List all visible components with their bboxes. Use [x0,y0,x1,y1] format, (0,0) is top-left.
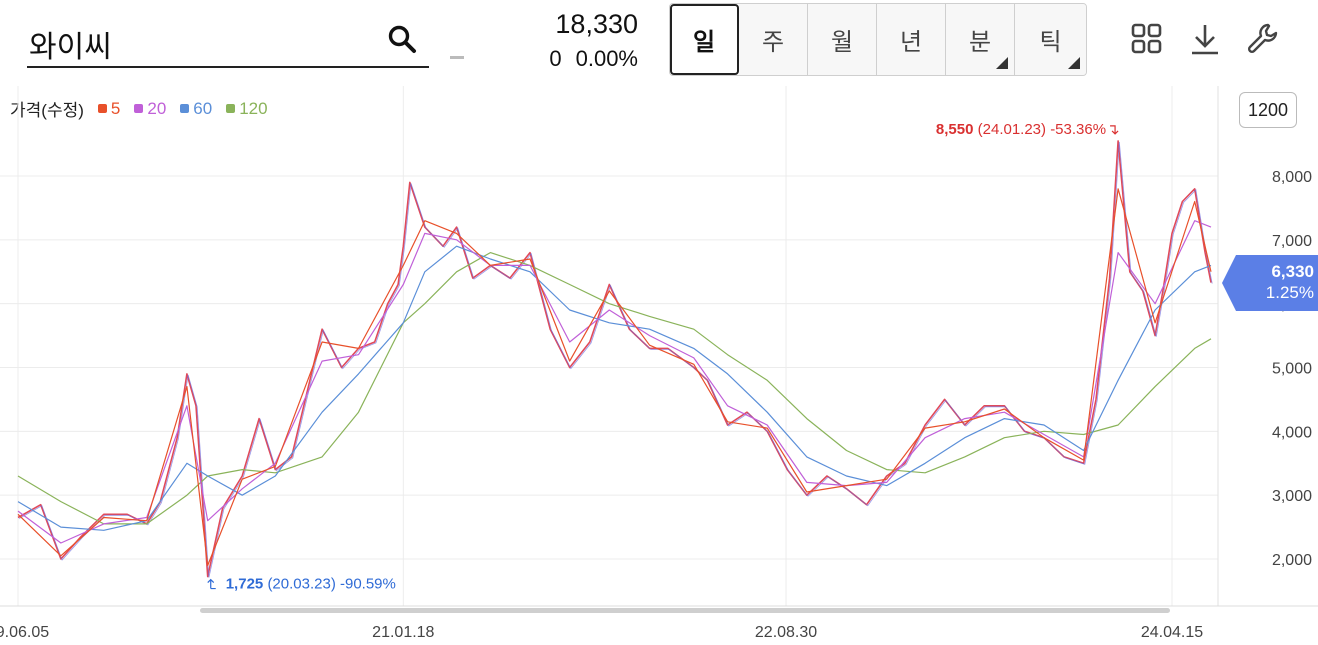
grid-layout-icon[interactable] [1130,22,1164,56]
period-tab-label: 틱 [1039,28,1062,56]
period-tab-5[interactable]: 틱 [1015,4,1086,75]
price-change: 0 0.00% [549,46,638,72]
search-input[interactable]: 와이씨 [29,30,112,65]
legend-item-ma120: 120 [226,98,268,119]
x-tick-label: 24.04.15 [1141,624,1203,641]
y-tick-label: 5,000 [1272,361,1312,378]
search-icon[interactable] [387,24,417,54]
period-tab-label: 월 [830,28,854,56]
change-indicator-dash [450,56,464,59]
y-tick-label: 4,000 [1272,424,1312,441]
annotation-high-arrow [1110,125,1119,135]
period-tab-3[interactable]: 년 [877,4,946,75]
change-percent: 0.00% [575,46,638,71]
annotation-high-date: (24.01.23) [978,121,1051,138]
legend-swatch [226,104,236,113]
scale-button[interactable]: 1200 [1239,92,1297,128]
annotation-low-text: 1,725 (20.03.23) -90.59% [226,576,396,593]
legend-label: 120 [239,98,268,118]
dropdown-corner-icon [1068,57,1080,69]
annotation-high: 8,550 (24.01.23) -53.36% [936,121,1119,138]
period-tab-2[interactable]: 월 [808,4,877,75]
horizontal-scrollbar [200,608,1170,613]
legend-title: 가격(수정) [10,101,84,120]
annotation-high-text: 8,550 (24.01.23) -53.36% [936,121,1106,138]
series-line-ma120 [17,252,1212,525]
current-price: 18,330 [555,9,638,39]
annotation-low-date: (20.03.23) [267,576,340,593]
annotation-low: 1,725 (20.03.23) -90.59% [207,576,396,593]
top-bar: 와이씨 18,330 0 0.00% 일 주 월 년 분 틱 [0,0,1318,86]
legend-item-ma20: 20 [134,99,166,119]
chart-grid [0,86,1218,606]
series-line-price-shade [19,141,1213,578]
legend-swatch [97,104,107,113]
change-amount: 0 [549,46,562,71]
series-line-price [17,140,1212,578]
legend-label: 5 [110,98,121,118]
series-line-ma20 [17,220,1212,544]
annotation-high-price: 8,550 [936,121,978,138]
chart-legend: 가격(수정) 5 20 60 120 [10,96,268,121]
annotation-low-pct: -90.59% [340,576,396,593]
period-tab-4[interactable]: 분 [946,4,1015,75]
period-tab-0[interactable]: 일 [670,4,739,75]
current-price-tag-value: 6,330 [1271,262,1314,281]
legend-swatch [180,104,190,113]
period-tab-label: 년 [899,28,923,56]
annotation-low-price: 1,725 [226,576,268,593]
legend-label: 20 [147,98,167,118]
legend-swatch [134,104,144,113]
period-tab-label: 일 [692,28,716,56]
dropdown-corner-icon [996,57,1008,69]
y-tick-label: 3,000 [1272,488,1312,505]
download-icon[interactable] [1188,22,1222,56]
legend-label: 60 [193,98,213,118]
y-tick-label: 7,000 [1272,233,1312,250]
x-tick-label: 19.06.05 [0,624,49,641]
period-tab-1[interactable]: 주 [739,4,808,75]
price-chart[interactable]: 2,0003,0004,0005,0006,0007,0008,00019.06… [0,86,1318,645]
x-tick-label: 22.08.30 [755,624,817,641]
y-tick-label: 2,000 [1272,552,1312,569]
current-price-tag-percent: 1.25% [1265,283,1314,302]
period-tab-label: 분 [968,28,992,56]
annotation-low-arrow [207,578,216,590]
legend-item-ma5: 5 [97,98,121,119]
y-tick-label: 8,000 [1272,169,1312,186]
legend-item-ma60: 60 [180,99,212,119]
current-price-tag: 6,330 1.25% [1222,255,1318,311]
x-tick-label: 21.01.18 [372,624,434,641]
period-tab-label: 주 [761,28,785,56]
wrench-icon[interactable] [1246,22,1280,56]
series-line-ma5 [17,188,1212,566]
series-line-ma60 [17,245,1212,531]
search-box[interactable]: 와이씨 [27,14,429,68]
annotation-high-pct: -53.36% [1050,121,1106,138]
